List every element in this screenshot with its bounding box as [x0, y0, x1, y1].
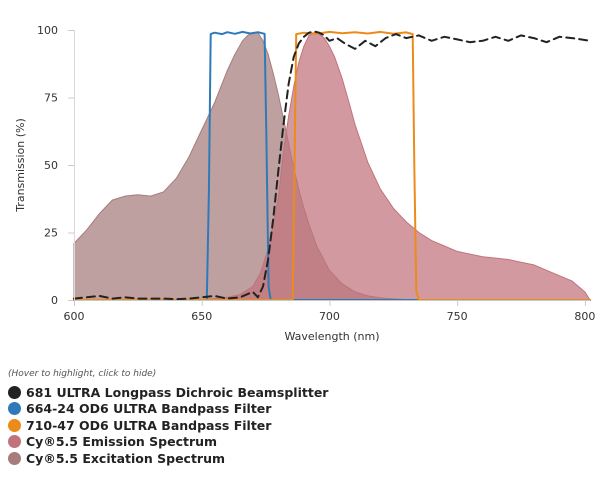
x-axis-label: Wavelength (nm) [284, 330, 379, 343]
y-axis-label: Transmission (%) [14, 118, 27, 213]
legend-item-cy-5-5-emission-spectrum[interactable]: Cy®5.5 Emission Spectrum [8, 434, 328, 451]
legend: (Hover to highlight, click to hide) 681 … [8, 369, 328, 467]
legend-items: 681 ULTRA Longpass Dichroic Beamsplitter… [8, 384, 328, 467]
series-710-47-od6-ultra-bandpass-filter[interactable] [73, 30, 591, 301]
y-axis-ticks: 0 25 50 75 100 [37, 24, 74, 307]
y-tick-label-1: 25 [44, 227, 58, 240]
x-tick-label-4: 800 [574, 310, 595, 323]
legend-item-664-24-od6-ultra-bandpass-filter[interactable]: 664-24 OD6 ULTRA Bandpass Filter [8, 401, 328, 418]
legend-marker [8, 402, 21, 416]
legend-item-710-47-od6-ultra-bandpass-filter[interactable]: 710-47 OD6 ULTRA Bandpass Filter [8, 417, 328, 434]
y-tick-label-2: 50 [44, 159, 58, 172]
legend-marker [8, 418, 21, 432]
y-tick-label-0: 0 [51, 294, 58, 307]
x-axis-ticks: 600 650 700 750 800 [64, 300, 595, 323]
series-664-24-od6-ultra-bandpass-filter[interactable] [73, 30, 591, 301]
series-681-ultra-longpass-dichroic-beamsplitter[interactable] [73, 30, 591, 301]
legend-label: Cy®5.5 Emission Spectrum [26, 434, 218, 450]
y-tick-label-3: 75 [44, 92, 58, 105]
x-tick-label-2: 700 [319, 310, 340, 323]
x-tick-label-1: 650 [191, 310, 212, 323]
legend-marker [8, 451, 21, 465]
legend-item-cy-5-5-excitation-spectrum[interactable]: Cy®5.5 Excitation Spectrum [8, 450, 328, 467]
series-cy-5-5-emission-spectrum[interactable] [201, 32, 591, 301]
legend-label: Cy®5.5 Excitation Spectrum [26, 450, 226, 466]
legend-label: 681 ULTRA Longpass Dichroic Beamsplitter [26, 384, 329, 400]
legend-label: 710-47 OD6 ULTRA Bandpass Filter [26, 417, 272, 433]
legend-marker [8, 385, 21, 399]
x-tick-label-0: 600 [64, 310, 85, 323]
transmission-chart: 0 25 50 75 100 600 650 700 750 800 Wavelength (n… [14, 24, 595, 343]
series-layer [73, 30, 591, 301]
legend-hint: (Hover to highlight, click to hide) [8, 369, 157, 379]
legend-label: 664-24 OD6 ULTRA Bandpass Filter [26, 401, 272, 417]
y-tick-label-4: 100 [37, 24, 58, 37]
legend-item-681-ultra-longpass-dichroic-beamsplitter[interactable]: 681 ULTRA Longpass Dichroic Beamsplitter [8, 384, 328, 401]
x-tick-label-3: 750 [447, 310, 468, 323]
legend-marker [8, 435, 21, 449]
